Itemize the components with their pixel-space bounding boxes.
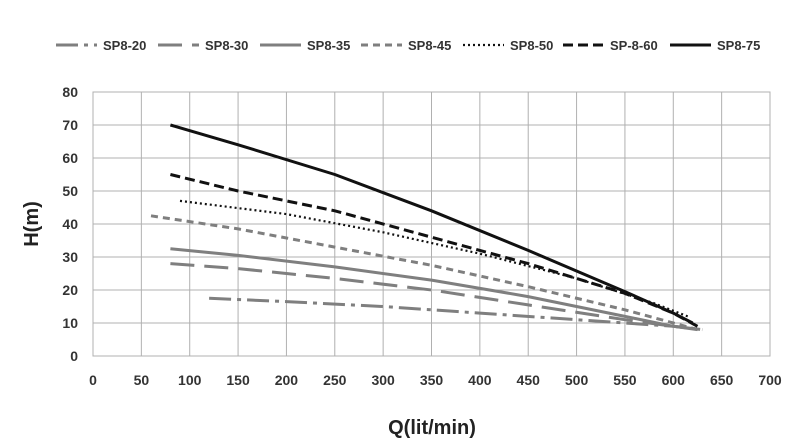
y-tick-label: 20 bbox=[62, 282, 78, 298]
x-tick-label: 450 bbox=[517, 372, 541, 388]
x-tick-label: 300 bbox=[371, 372, 395, 388]
x-tick-label: 550 bbox=[613, 372, 637, 388]
x-tick-label: 700 bbox=[758, 372, 782, 388]
plot-area-border bbox=[92, 91, 771, 357]
legend-label: SP8-35 bbox=[307, 38, 350, 53]
legend-label: SP8-45 bbox=[408, 38, 451, 53]
y-tick-label: 40 bbox=[62, 216, 78, 232]
x-tick-label: 50 bbox=[134, 372, 150, 388]
series-line-sp8-75 bbox=[169, 123, 694, 325]
x-tick-label: 350 bbox=[420, 372, 444, 388]
x-tick-label: 200 bbox=[275, 372, 299, 388]
x-tick-label: 0 bbox=[89, 372, 97, 388]
x-tick-label: 500 bbox=[565, 372, 589, 388]
x-tick-label: 100 bbox=[178, 372, 202, 388]
legend: SP8-20 SP8-30 SP8-35 SP8-45 SP8-50 SP-8-60 SP8… bbox=[56, 38, 760, 53]
x-tick-label: 650 bbox=[710, 372, 734, 388]
x-tick-label: 150 bbox=[226, 372, 250, 388]
y-tick-label: 60 bbox=[62, 150, 78, 166]
legend-label: SP-8-60 bbox=[610, 38, 658, 53]
y-tick-label: 70 bbox=[62, 117, 78, 133]
y-tick-label: 80 bbox=[62, 84, 78, 100]
y-tick-label: 30 bbox=[62, 249, 78, 265]
tick-labels: 0 50 100 150 200 250 300 350 400 450 500 550 600 650 7… bbox=[62, 84, 781, 388]
x-tick-label: 600 bbox=[662, 372, 686, 388]
y-tick-label: 50 bbox=[62, 183, 78, 199]
legend-label: SP8-50 bbox=[510, 38, 553, 53]
legend-label: SP8-75 bbox=[717, 38, 760, 53]
series-lines bbox=[150, 123, 703, 332]
x-tick-label: 250 bbox=[323, 372, 347, 388]
y-axis-title: H(m) bbox=[21, 201, 43, 247]
legend-label: SP8-20 bbox=[103, 38, 146, 53]
series-line-sp8-35 bbox=[170, 247, 698, 332]
y-tick-label: 0 bbox=[70, 348, 78, 364]
x-axis-title: Q(lit/min) bbox=[388, 417, 476, 439]
x-tick-label: 400 bbox=[468, 372, 492, 388]
legend-label: SP8-30 bbox=[205, 38, 248, 53]
y-tick-label: 10 bbox=[62, 315, 78, 331]
